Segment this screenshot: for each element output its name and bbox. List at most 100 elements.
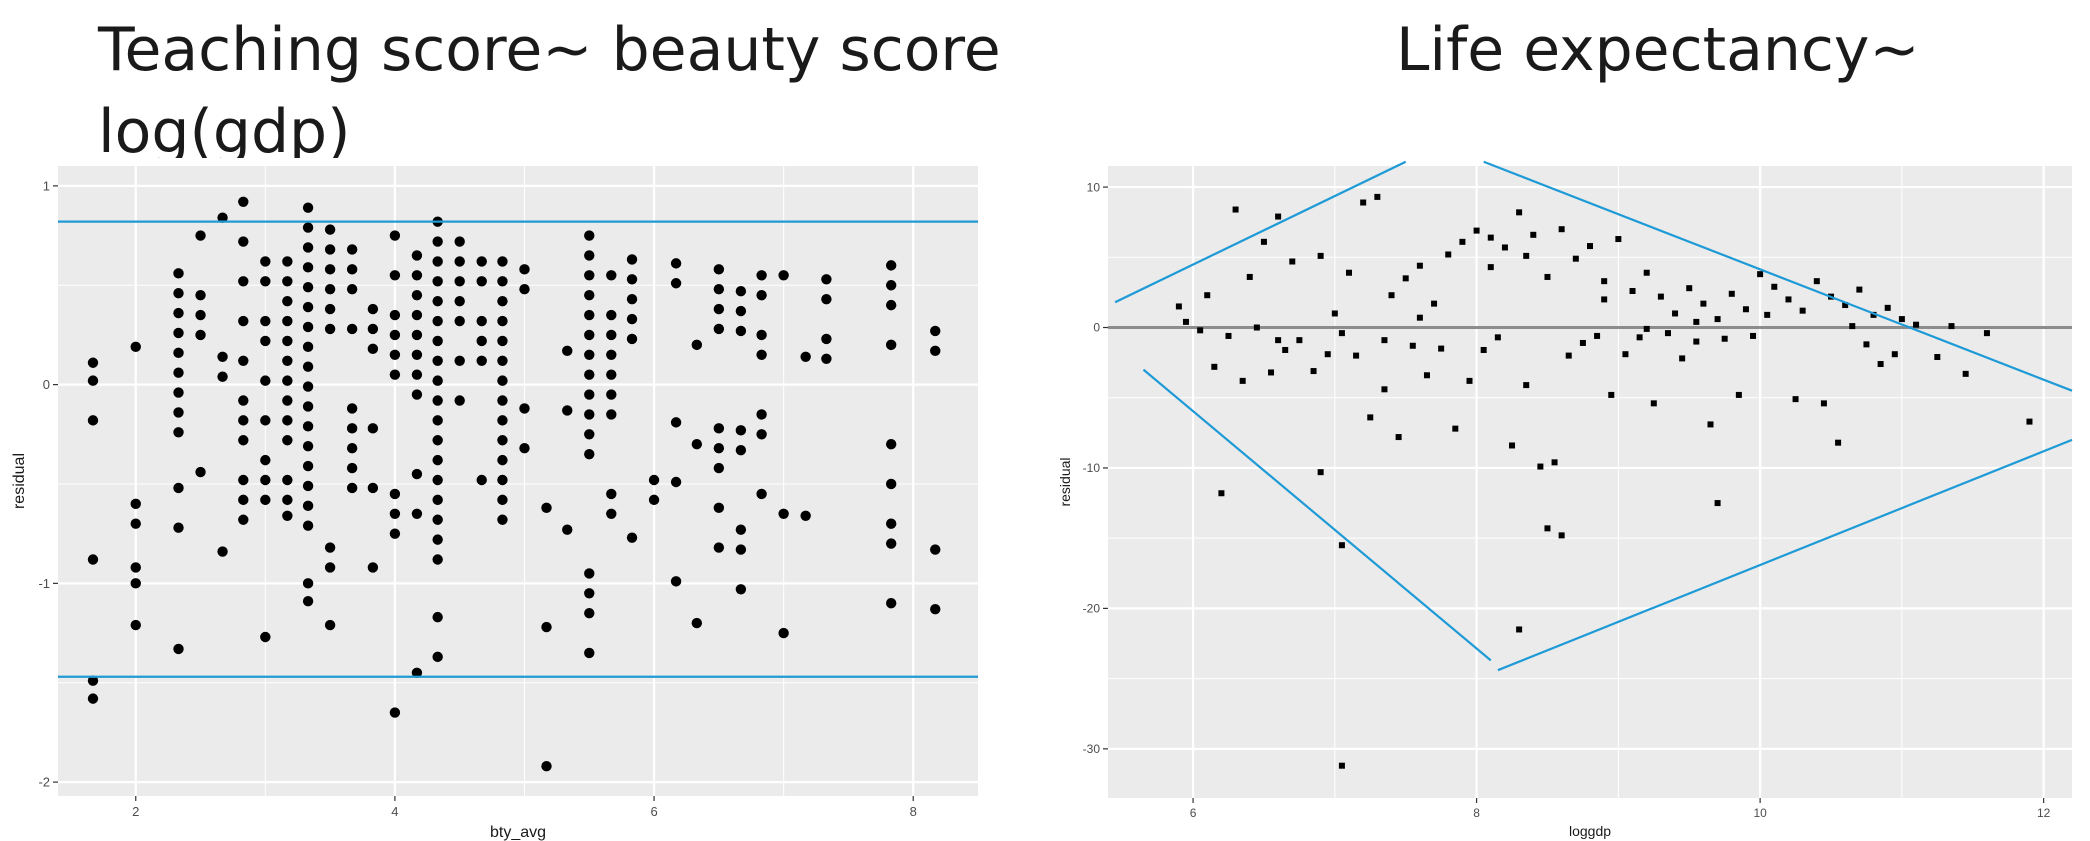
data-point [1516,626,1522,632]
data-point [1452,426,1458,432]
data-point [1672,310,1678,316]
data-point [1630,288,1636,294]
data-point [1736,392,1742,398]
data-point [1403,275,1409,281]
data-point [1899,316,1905,322]
data-point [1700,301,1706,307]
data-point [1254,325,1260,331]
data-point [1679,355,1685,361]
data-point [1431,301,1437,307]
data-point [1233,207,1239,213]
y-tick-label: -20 [1083,602,1101,616]
data-point [1530,232,1536,238]
data-point [1785,296,1791,302]
data-point [1502,244,1508,250]
data-point [1183,319,1189,325]
x-tick-label: 8 [1473,806,1480,820]
data-point [1615,236,1621,242]
data-point [1757,271,1763,277]
data-point [1360,200,1366,206]
data-point [1559,226,1565,232]
data-point [1261,239,1267,245]
data-point [1913,322,1919,328]
data-point [1467,378,1473,384]
data-point [1644,326,1650,332]
data-point [1289,259,1295,265]
data-point [1856,287,1862,293]
data-point [1410,343,1416,349]
data-point [1849,323,1855,329]
data-point [1665,330,1671,336]
data-point [1544,525,1550,531]
y-axis-title: residual [1057,457,1073,506]
data-point [1247,274,1253,280]
data-point [1389,292,1395,298]
x-tick-label: 6 [1190,806,1197,820]
data-point [1644,270,1650,276]
data-point [1722,336,1728,342]
data-point [1686,285,1692,291]
data-point [1374,194,1380,200]
data-point [1445,251,1451,257]
data-point [1459,239,1465,245]
data-point [1537,464,1543,470]
data-point [1516,209,1522,215]
data-point [1474,228,1480,234]
data-point [1608,392,1614,398]
data-point [1197,327,1203,333]
y-tick-label: 10 [1087,180,1101,194]
data-point [1417,315,1423,321]
data-point [1863,341,1869,347]
data-point [1523,253,1529,259]
data-point [1240,378,1246,384]
data-point [1211,364,1217,370]
data-point [1566,353,1572,359]
data-point [1495,334,1501,340]
data-point [1325,351,1331,357]
data-point [1346,270,1352,276]
x-tick-label: 12 [2037,806,2051,820]
data-point [1438,346,1444,352]
y-tick-label: 0 [1093,321,1100,335]
data-point [1821,400,1827,406]
data-point [1651,400,1657,406]
data-point [1275,214,1281,220]
data-point [2026,419,2032,425]
data-point [1275,337,1281,343]
data-point [1658,294,1664,300]
data-point [1282,347,1288,353]
data-point [1296,337,1302,343]
data-point [1481,347,1487,353]
data-point [1793,396,1799,402]
data-point [1743,306,1749,312]
data-point [1693,319,1699,325]
data-point [1934,354,1940,360]
data-point [1544,274,1550,280]
data-point [1963,371,1969,377]
data-point [1949,323,1955,329]
data-point [1750,333,1756,339]
data-point [1800,308,1806,314]
x-tick-label: 10 [1753,806,1767,820]
data-point [1601,278,1607,284]
data-point [1814,278,1820,284]
data-point [1318,469,1324,475]
data-point [1204,292,1210,298]
plot-panel [1108,166,2072,798]
data-point [1226,333,1232,339]
data-point [1764,312,1770,318]
data-point [1885,305,1891,311]
x-axis-title: loggdp [1569,823,1611,839]
data-point [1396,434,1402,440]
data-point [1984,330,1990,336]
data-point [1835,440,1841,446]
data-point [1594,333,1600,339]
data-point [1488,264,1494,270]
data-point [1318,253,1324,259]
data-point [1552,459,1558,465]
data-point [1580,340,1586,346]
y-tick-label: -30 [1083,742,1101,756]
data-point [1587,243,1593,249]
y-tick-label: -10 [1083,461,1101,475]
